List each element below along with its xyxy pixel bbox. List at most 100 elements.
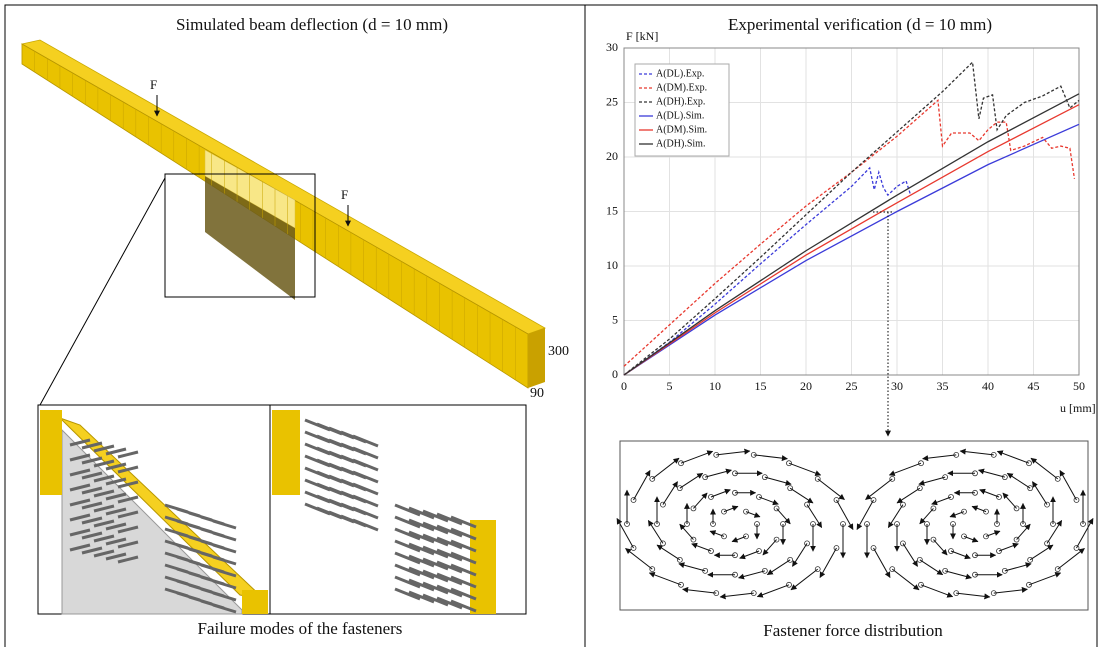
pin: [436, 572, 463, 586]
force-vector: [762, 539, 777, 556]
pin: [422, 521, 449, 535]
pin: [394, 539, 421, 553]
fastener-pins: [69, 418, 477, 614]
fastener: [983, 533, 989, 540]
x-tick-label: 0: [621, 379, 627, 393]
x-tick-label: 35: [937, 379, 949, 393]
left-caption: Failure modes of the fasteners: [198, 619, 403, 638]
fastener: [787, 485, 794, 492]
pin: [436, 560, 463, 574]
force-vector: [679, 523, 694, 540]
force-vector: [788, 462, 822, 476]
pin: [93, 474, 115, 483]
force-vector: [919, 559, 944, 576]
fastener: [1013, 505, 1020, 512]
pin: [93, 444, 115, 453]
fastener: [676, 556, 683, 563]
legend-label: A(DL).Sim.: [656, 110, 704, 121]
force-vector: [963, 535, 979, 543]
pin: [352, 434, 379, 448]
fastener: [889, 475, 896, 482]
y-tick-label: 5: [612, 312, 618, 326]
force-vector: [1032, 481, 1048, 505]
force-vector: [1016, 523, 1031, 540]
pin: [81, 441, 103, 450]
force-vector: [919, 508, 934, 525]
dimension-label: 90: [530, 386, 544, 401]
fastener: [833, 545, 840, 551]
fastener: [690, 505, 697, 512]
force-vector: [1030, 457, 1059, 480]
fastener: [833, 497, 840, 503]
pin: [352, 518, 379, 532]
fastener: [996, 548, 1002, 554]
force-vector: [625, 548, 653, 570]
legend-label: A(DL).Exp.: [656, 68, 704, 79]
series-line: [623, 104, 1080, 376]
pin: [117, 495, 139, 504]
force-vector: [998, 542, 1019, 552]
force-vector: [978, 468, 1005, 478]
plot-area: 0 5 10 15 20 25 30 0 5 10 15 20 25 30 35 40 45 50 A(DL).Ex…: [606, 40, 1085, 393]
force-vector: [888, 462, 922, 476]
pin: [436, 596, 463, 610]
pin: [117, 555, 139, 564]
pin: [352, 494, 379, 508]
pin: [105, 477, 127, 486]
fastener: [918, 460, 924, 467]
fastener: [660, 540, 666, 547]
pin: [212, 531, 237, 542]
force-vector: [758, 496, 779, 506]
fastener: [1044, 501, 1050, 508]
force-vector: [1002, 492, 1017, 509]
force-vector: [931, 496, 952, 506]
pin: [212, 579, 237, 590]
inset-right: [269, 404, 527, 615]
force-vector: [723, 505, 739, 513]
force-vector: [865, 478, 893, 500]
pin: [69, 528, 91, 537]
pin: [117, 525, 139, 534]
force-vector: [1076, 518, 1094, 549]
x-tick-label: 25: [846, 379, 858, 393]
fastener: [708, 548, 714, 554]
x-tick-label: 20: [800, 379, 812, 393]
pin: [450, 551, 477, 565]
pin: [117, 480, 139, 489]
pin: [450, 587, 477, 601]
force-vector: [656, 544, 681, 561]
fastener: [804, 501, 810, 508]
pin: [450, 515, 477, 529]
pin: [105, 492, 127, 501]
pin: [105, 522, 127, 531]
pin: [93, 534, 115, 543]
pin: [436, 536, 463, 550]
fastener: [870, 545, 877, 551]
force-vector: [680, 450, 714, 464]
x-tick-label: 15: [755, 379, 767, 393]
pin: [81, 456, 103, 465]
pin: [436, 584, 463, 598]
pin: [212, 555, 237, 566]
y-tick-label: 15: [606, 203, 618, 217]
pin: [450, 527, 477, 541]
fastener: [942, 474, 949, 481]
pin: [394, 527, 421, 541]
force-vector: [891, 568, 920, 591]
pin: [117, 450, 139, 459]
pin: [436, 524, 463, 538]
fastener: [1027, 485, 1034, 492]
pin: [69, 513, 91, 522]
fastener: [1054, 566, 1061, 573]
fastener: [870, 497, 877, 503]
chart-title: Experimental verification (d = 10 mm): [728, 15, 992, 34]
fastener: [916, 556, 923, 563]
frame: [4, 4, 1098, 647]
y-tick-label: 25: [606, 94, 618, 108]
series-line: [623, 123, 1080, 376]
vector-box: [619, 440, 1089, 611]
pin: [422, 557, 449, 571]
force-vector: [1057, 548, 1085, 570]
pin: [436, 512, 463, 526]
